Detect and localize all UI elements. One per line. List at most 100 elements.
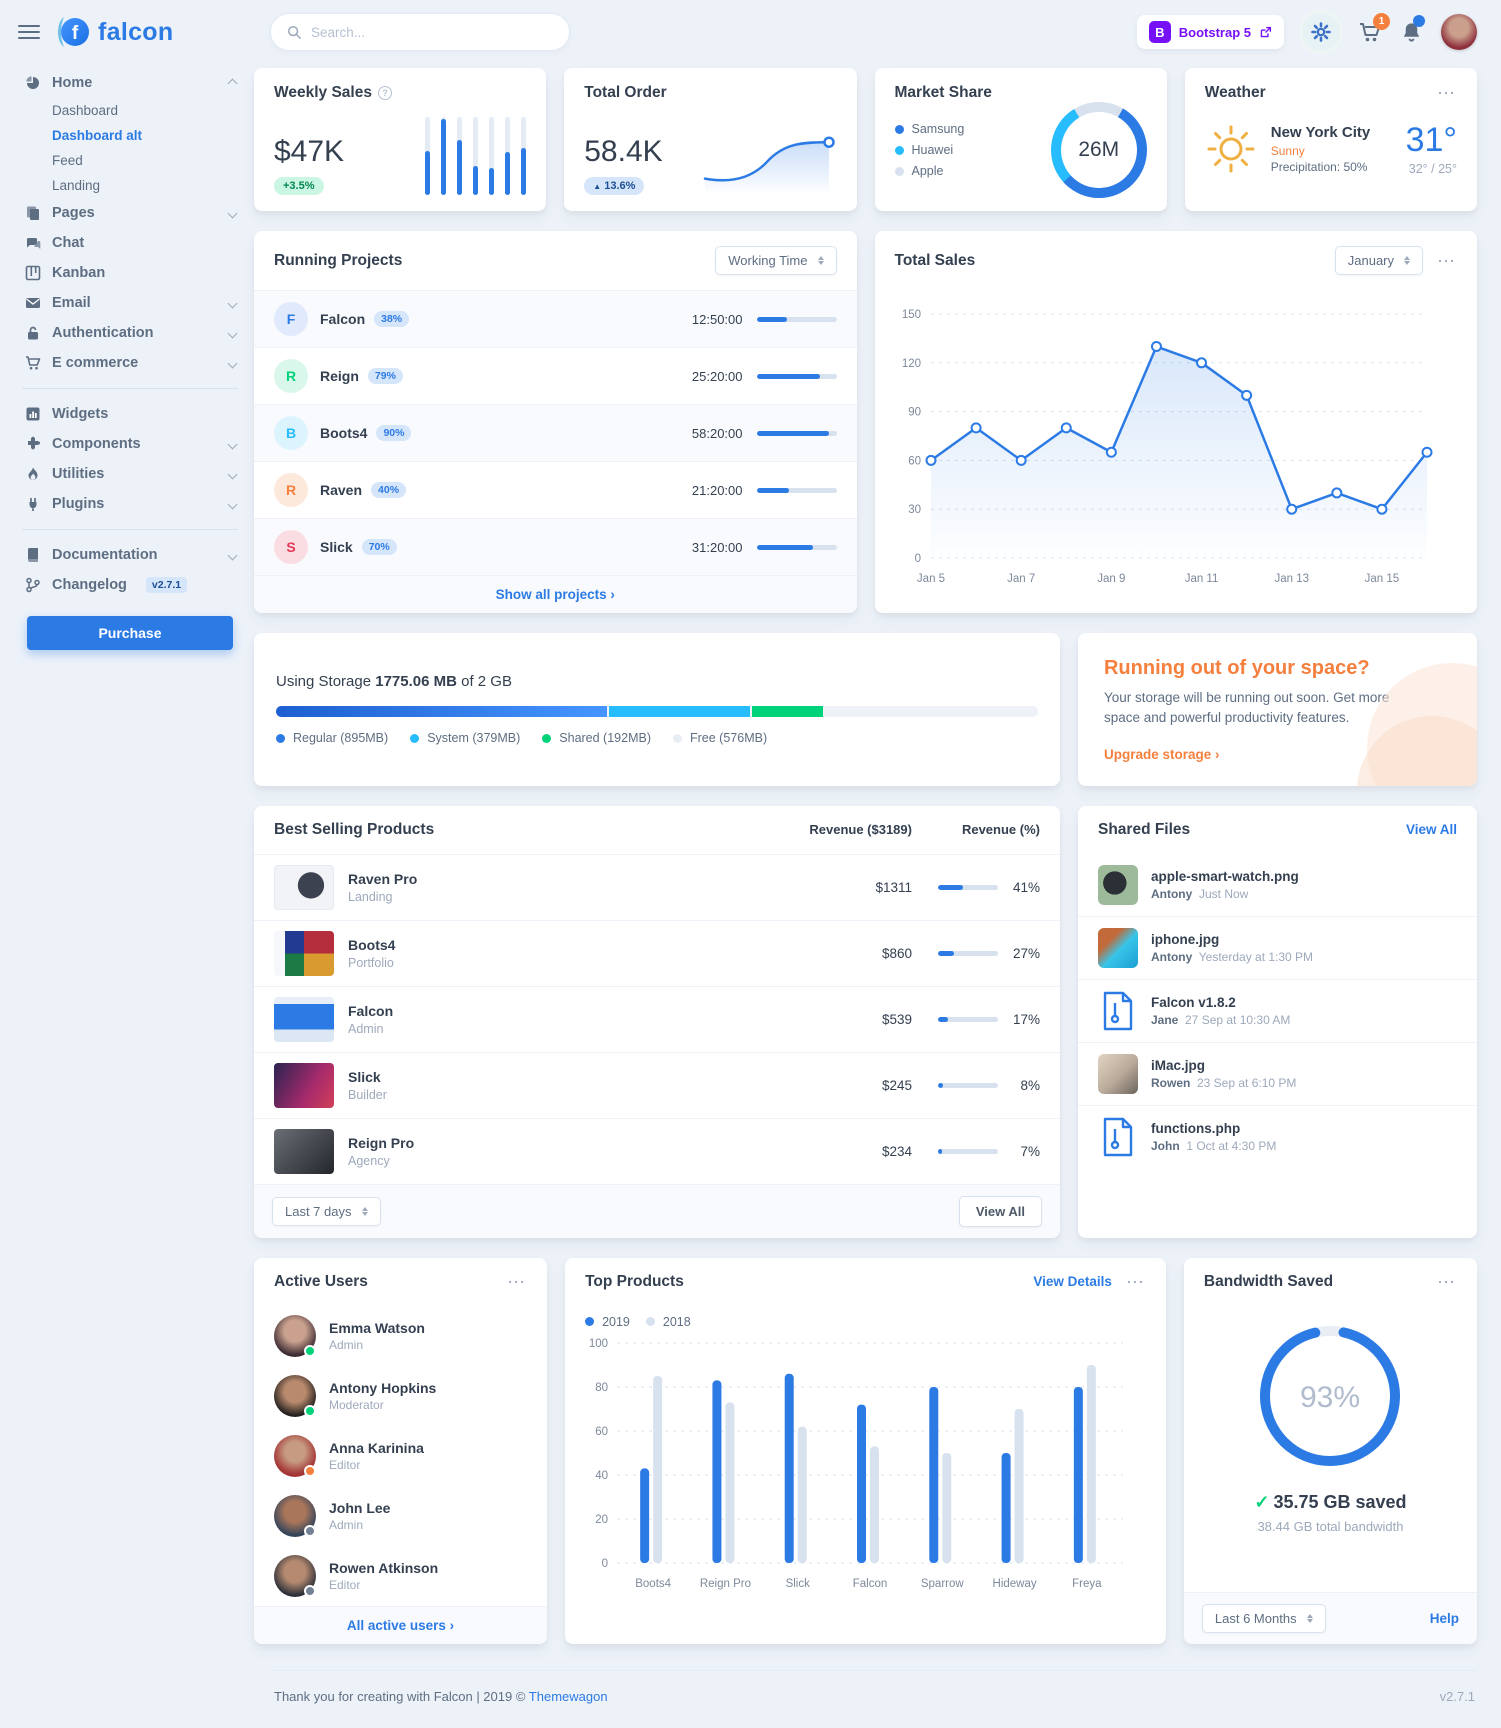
view-all-button[interactable]: View All [958, 1195, 1042, 1227]
user-avatar[interactable] [274, 1434, 316, 1477]
weekly-sales-badge: +3.5% [274, 177, 324, 195]
product-thumbnail [274, 930, 334, 976]
file-name[interactable]: iMac.jpg [1150, 1057, 1205, 1073]
active-users-footer: All active users › [254, 1605, 548, 1644]
month-select[interactable]: January [1334, 246, 1423, 275]
help-icon[interactable]: ? [377, 86, 392, 100]
file-name[interactable]: iphone.jpg [1150, 931, 1220, 947]
sidebar-item-label: Pages [52, 205, 95, 221]
show-all-projects-link[interactable]: Show all projects › [495, 587, 615, 602]
sidebar-item-kanban[interactable]: Kanban [18, 258, 242, 288]
upgrade-storage-link[interactable]: Upgrade storage › [1103, 746, 1220, 762]
active-users-menu-button[interactable]: ⋯ [507, 1271, 528, 1292]
project-name[interactable]: Falcon [320, 311, 366, 327]
user-name[interactable]: Rowen Atkinson [329, 1559, 439, 1576]
themewagon-link[interactable]: Themewagon [528, 1688, 608, 1704]
sidebar-item-documentation[interactable]: Documentation [18, 540, 242, 570]
top-products-bar-chart: 0 20 40 60 80 100 Boots4 Reign Pro Slick Falcon Sp… [589, 1338, 1124, 1590]
bootstrap-version-pill[interactable]: B Bootstrap 5 [1136, 15, 1284, 49]
shared-files-view-all-link[interactable]: View All [1405, 822, 1457, 837]
falcon-logo[interactable]: f falcon [54, 14, 173, 50]
sidebar-item-widgets[interactable]: Widgets [18, 399, 242, 429]
sidebar-item-plugins[interactable]: Plugins [18, 489, 242, 519]
weather-menu-button[interactable]: ⋯ [1437, 83, 1457, 103]
svg-text:100: 100 [589, 1338, 608, 1350]
flame-icon [24, 466, 41, 482]
sidebar-item-dashboard[interactable]: Dashboard [52, 103, 119, 118]
sidebar-item-email[interactable]: Email [18, 288, 242, 318]
product-name[interactable]: Raven Pro [348, 870, 418, 887]
total-order-spark-chart [703, 136, 835, 195]
active-user-row: Antony Hopkins Moderator [254, 1366, 547, 1426]
project-percent-badge: 79% [367, 368, 403, 384]
user-avatar[interactable] [274, 1494, 316, 1537]
product-name[interactable]: Falcon [348, 1002, 394, 1019]
sidebar-item-label: Plugins [52, 496, 105, 512]
sidebar-item-landing[interactable]: Landing [52, 178, 101, 193]
total-sales-menu-button[interactable]: ⋯ [1437, 250, 1457, 271]
file-name[interactable]: Falcon v1.8.2 [1150, 994, 1236, 1010]
purchase-button[interactable]: Purchase [26, 616, 234, 650]
product-name[interactable]: Boots4 [348, 936, 396, 953]
project-time: 31:20:00 [691, 539, 743, 555]
last-6-months-select[interactable]: Last 6 Months [1201, 1603, 1326, 1633]
sidebar-item-chat[interactable]: Chat [18, 228, 242, 258]
sidebar-item-utilities[interactable]: Utilities [18, 459, 242, 489]
product-name[interactable]: Slick [348, 1068, 381, 1085]
product-progress-bar [937, 884, 998, 890]
sidebar-item-home[interactable]: Home [18, 68, 242, 98]
sidebar-item-changelog[interactable]: Changelog v2.7.1 [18, 570, 242, 600]
bootstrap-label: Bootstrap 5 [1178, 24, 1251, 40]
user-avatar[interactable] [274, 1314, 316, 1357]
settings-button[interactable] [1302, 13, 1340, 51]
product-category: Builder [348, 1087, 387, 1102]
user-name[interactable]: Antony Hopkins [329, 1379, 437, 1396]
working-time-select[interactable]: Working Time [715, 246, 837, 275]
hamburger-menu-icon[interactable] [18, 17, 40, 47]
project-row: R Raven 40% 21:20:00 [254, 461, 857, 518]
sidebar-item-dashboard-alt[interactable]: Dashboard alt [52, 128, 143, 143]
product-category: Landing [348, 889, 393, 904]
project-name[interactable]: Raven [320, 482, 363, 498]
notifications-button[interactable] [1400, 15, 1425, 44]
user-avatar[interactable] [274, 1374, 316, 1417]
user-name[interactable]: John Lee [329, 1499, 391, 1516]
sidebar-item-pages[interactable]: Pages [18, 198, 242, 228]
last-7-days-select[interactable]: Last 7 days [272, 1196, 381, 1226]
weather-card: Weather ⋯ New York City [1184, 68, 1477, 211]
changelog-version-badge: v2.7.1 [145, 577, 188, 593]
sidebar-item-feed[interactable]: Feed [52, 153, 83, 168]
product-revenue: $539 [881, 1011, 912, 1027]
project-name[interactable]: Slick [320, 539, 353, 555]
product-name[interactable]: Reign Pro [348, 1134, 415, 1151]
file-name[interactable]: functions.php [1150, 1120, 1241, 1136]
user-avatar[interactable] [274, 1554, 316, 1597]
sidebar-item-e-commerce[interactable]: E commerce [18, 348, 242, 378]
running-projects-list: F Falcon 38% 12:50:00 R Reign 79% 25:20:… [254, 290, 857, 575]
product-row: Reign Pro Agency $234 7% [254, 1117, 1060, 1184]
sidebar-nav: Home Dashboard Dashboard alt Feed Landing Pa… [0, 64, 252, 670]
search-box[interactable] [270, 13, 570, 51]
user-name[interactable]: Emma Watson [329, 1319, 425, 1336]
pie-icon [24, 75, 41, 91]
project-progress-bar [756, 544, 837, 550]
user-avatar[interactable] [1441, 14, 1477, 50]
bandwidth-menu-button[interactable]: ⋯ [1436, 1271, 1457, 1292]
sidebar-item-authentication[interactable]: Authentication [18, 318, 242, 348]
storage-card: Using Storage 1775.06 MB of 2 GB Regular… [254, 633, 1060, 786]
sidebar-item-components[interactable]: Components [18, 429, 242, 459]
view-details-link[interactable]: View Details [1033, 1274, 1112, 1289]
file-name[interactable]: apple-smart-watch.png [1150, 868, 1299, 884]
project-time: 21:20:00 [691, 482, 743, 498]
search-input[interactable] [309, 23, 553, 41]
project-name[interactable]: Boots4 [320, 425, 368, 441]
all-active-users-link[interactable]: All active users › [346, 1617, 455, 1633]
project-name[interactable]: Reign [320, 368, 359, 384]
user-name[interactable]: Anna Karinina [329, 1439, 424, 1456]
cart-count-badge: 1 [1373, 13, 1390, 30]
cart-button[interactable]: 1 [1358, 13, 1390, 44]
help-link[interactable]: Help [1429, 1610, 1459, 1626]
user-role: Admin [329, 1337, 364, 1352]
market-share-card: Market Share Samsung Huawei Apple 26M [874, 68, 1167, 211]
top-products-menu-button[interactable]: ⋯ [1125, 1271, 1146, 1292]
